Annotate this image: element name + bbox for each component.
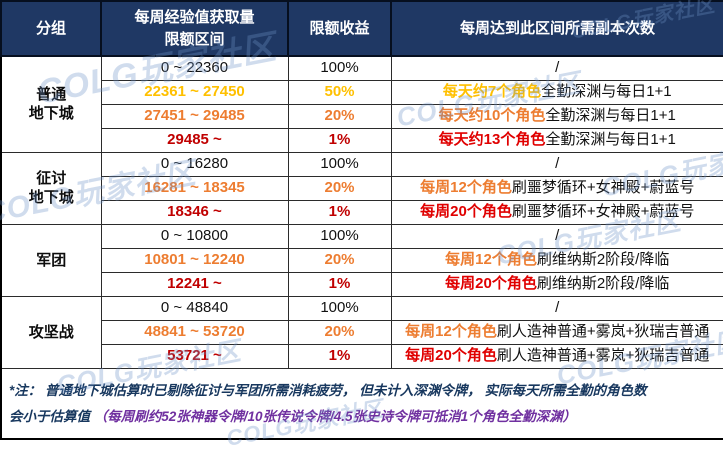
income-cell: 100% bbox=[287, 55, 392, 81]
income-cell: 20% bbox=[287, 247, 392, 273]
runs-cell: 每周20个角色刷人造神普通+雾岚+狄瑞吉普通 bbox=[390, 343, 723, 369]
runs-highlight: 每天约7个角色 bbox=[442, 83, 542, 100]
header-runs: 每周达到此区间所需副本次数 bbox=[390, 0, 723, 57]
range-cell: 10801 ~ 12240 bbox=[100, 247, 289, 273]
runs-cell: 每天约10个角色全勤深渊与每日1+1 bbox=[390, 103, 723, 129]
runs-highlight: 每周12个角色 bbox=[445, 251, 537, 268]
header-group: 分组 bbox=[0, 0, 102, 57]
income-cell: 100% bbox=[287, 295, 392, 321]
footnote-purple-text: （每周刷约52张神器令牌/10张传说令牌/4.5张史诗令牌可抵消1个角色全勤深渊… bbox=[93, 408, 577, 424]
range-cell: 16281 ~ 18345 bbox=[100, 175, 289, 201]
range-cell: 53721 ~ bbox=[100, 343, 289, 369]
range-cell: 0 ~ 16280 bbox=[100, 151, 289, 177]
income-cell: 1% bbox=[287, 199, 392, 225]
runs-cell: 每周12个角色刷人造神普通+雾岚+狄瑞吉普通 bbox=[390, 319, 723, 345]
runs-cell: / bbox=[390, 55, 723, 81]
table-row: 53721 ~ 1% 每周20个角色刷人造神普通+雾岚+狄瑞吉普通 bbox=[1, 343, 723, 369]
income-cell: 1% bbox=[287, 343, 392, 369]
exp-limit-table: 分组 每周经验值获取量 限额区间 限额收益 每周达到此区间所需副本次数 普通 地… bbox=[0, 0, 723, 440]
runs-highlight: 每周12个角色 bbox=[420, 179, 512, 196]
runs-cell: 每周20个角色刷噩梦循环+女神殿+蔚蓝号 bbox=[390, 199, 723, 225]
range-cell: 18346 ~ bbox=[100, 199, 289, 225]
income-cell: 100% bbox=[287, 223, 392, 249]
range-cell: 12241 ~ bbox=[100, 271, 289, 297]
table-row: 27451 ~ 29485 20% 每天约10个角色全勤深渊与每日1+1 bbox=[1, 103, 723, 129]
group-label-normal-dungeon: 普通 地下城 bbox=[0, 55, 102, 153]
range-cell: 27451 ~ 29485 bbox=[100, 103, 289, 129]
table-row: 18346 ~ 1% 每周20个角色刷噩梦循环+女神殿+蔚蓝号 bbox=[1, 199, 723, 225]
header-range: 每周经验值获取量 限额区间 bbox=[100, 0, 289, 57]
range-cell: 0 ~ 48840 bbox=[100, 295, 289, 321]
footnote-line2: 会小于估算值 （每周刷约52张神器令牌/10张传说令牌/4.5张史诗令牌可抵消1… bbox=[9, 408, 577, 424]
table-row: 29485 ~ 1% 每天约13个角色全勤深渊与每日1+1 bbox=[1, 127, 723, 153]
income-cell: 100% bbox=[287, 151, 392, 177]
footnote-line1: *注： 普通地下城估算时已剔除征讨与军团所需消耗疲劳， 但未计入深渊令牌， 实际… bbox=[9, 382, 647, 398]
runs-highlight: 每周20个角色 bbox=[445, 275, 537, 292]
group-label-raid: 攻坚战 bbox=[0, 295, 102, 369]
runs-highlight: 每周20个角色 bbox=[405, 347, 497, 364]
table-row: 攻坚战 0 ~ 48840 100% / bbox=[0, 295, 723, 369]
group-label-legion: 军团 bbox=[0, 223, 102, 297]
group-label-conquest-dungeon: 征讨 地下城 bbox=[0, 151, 102, 225]
range-cell: 22361 ~ 27450 bbox=[100, 79, 289, 105]
runs-cell: 每周12个角色刷维纳斯2阶段/降临 bbox=[390, 247, 723, 273]
runs-cell: 每天约7个角色全勤深渊与每日1+1 bbox=[390, 79, 723, 105]
table-row: 10801 ~ 12240 20% 每周12个角色刷维纳斯2阶段/降临 bbox=[1, 247, 723, 273]
table-row: 军团 0 ~ 10800 100% / bbox=[0, 223, 723, 297]
runs-cell: 每周20个角色刷维纳斯2阶段/降临 bbox=[390, 271, 723, 297]
table-header-row: 分组 每周经验值获取量 限额区间 限额收益 每周达到此区间所需副本次数 bbox=[0, 0, 723, 57]
income-cell: 1% bbox=[287, 127, 392, 153]
runs-highlight: 每天约10个角色 bbox=[438, 107, 546, 124]
income-cell: 20% bbox=[287, 319, 392, 345]
income-cell: 20% bbox=[287, 103, 392, 129]
income-cell: 20% bbox=[287, 175, 392, 201]
runs-cell: / bbox=[390, 151, 723, 177]
range-cell: 0 ~ 10800 bbox=[100, 223, 289, 249]
runs-highlight: 每周12个角色 bbox=[405, 323, 497, 340]
runs-highlight: 每周20个角色 bbox=[420, 203, 512, 220]
runs-cell: / bbox=[390, 223, 723, 249]
footnote-cell: *注： 普通地下城估算时已剔除征讨与军团所需消耗疲劳， 但未计入深渊令牌， 实际… bbox=[0, 367, 723, 440]
header-income: 限额收益 bbox=[287, 0, 392, 57]
table-row: 征讨 地下城 0 ~ 16280 100% / bbox=[0, 151, 723, 225]
runs-highlight: 每天约13个角色 bbox=[438, 131, 546, 148]
table-row: 16281 ~ 18345 20% 每周12个角色刷噩梦循环+女神殿+蔚蓝号 bbox=[1, 175, 723, 201]
runs-cell: 每天约13个角色全勤深渊与每日1+1 bbox=[390, 127, 723, 153]
table-row: 12241 ~ 1% 每周20个角色刷维纳斯2阶段/降临 bbox=[1, 271, 723, 297]
runs-cell: 每周12个角色刷噩梦循环+女神殿+蔚蓝号 bbox=[390, 175, 723, 201]
table-row: 48841 ~ 53720 20% 每周12个角色刷人造神普通+雾岚+狄瑞吉普通 bbox=[1, 319, 723, 345]
income-cell: 50% bbox=[287, 79, 392, 105]
footnote-row: *注： 普通地下城估算时已剔除征讨与军团所需消耗疲劳， 但未计入深渊令牌， 实际… bbox=[0, 367, 723, 440]
range-cell: 0 ~ 22360 bbox=[100, 55, 289, 81]
range-cell: 29485 ~ bbox=[100, 127, 289, 153]
runs-cell: / bbox=[390, 295, 723, 321]
income-cell: 1% bbox=[287, 271, 392, 297]
table-row: 22361 ~ 27450 50% 每天约7个角色全勤深渊与每日1+1 bbox=[1, 79, 723, 105]
table-row: 普通 地下城 0 ~ 22360 100% / bbox=[0, 55, 723, 153]
range-cell: 48841 ~ 53720 bbox=[100, 319, 289, 345]
